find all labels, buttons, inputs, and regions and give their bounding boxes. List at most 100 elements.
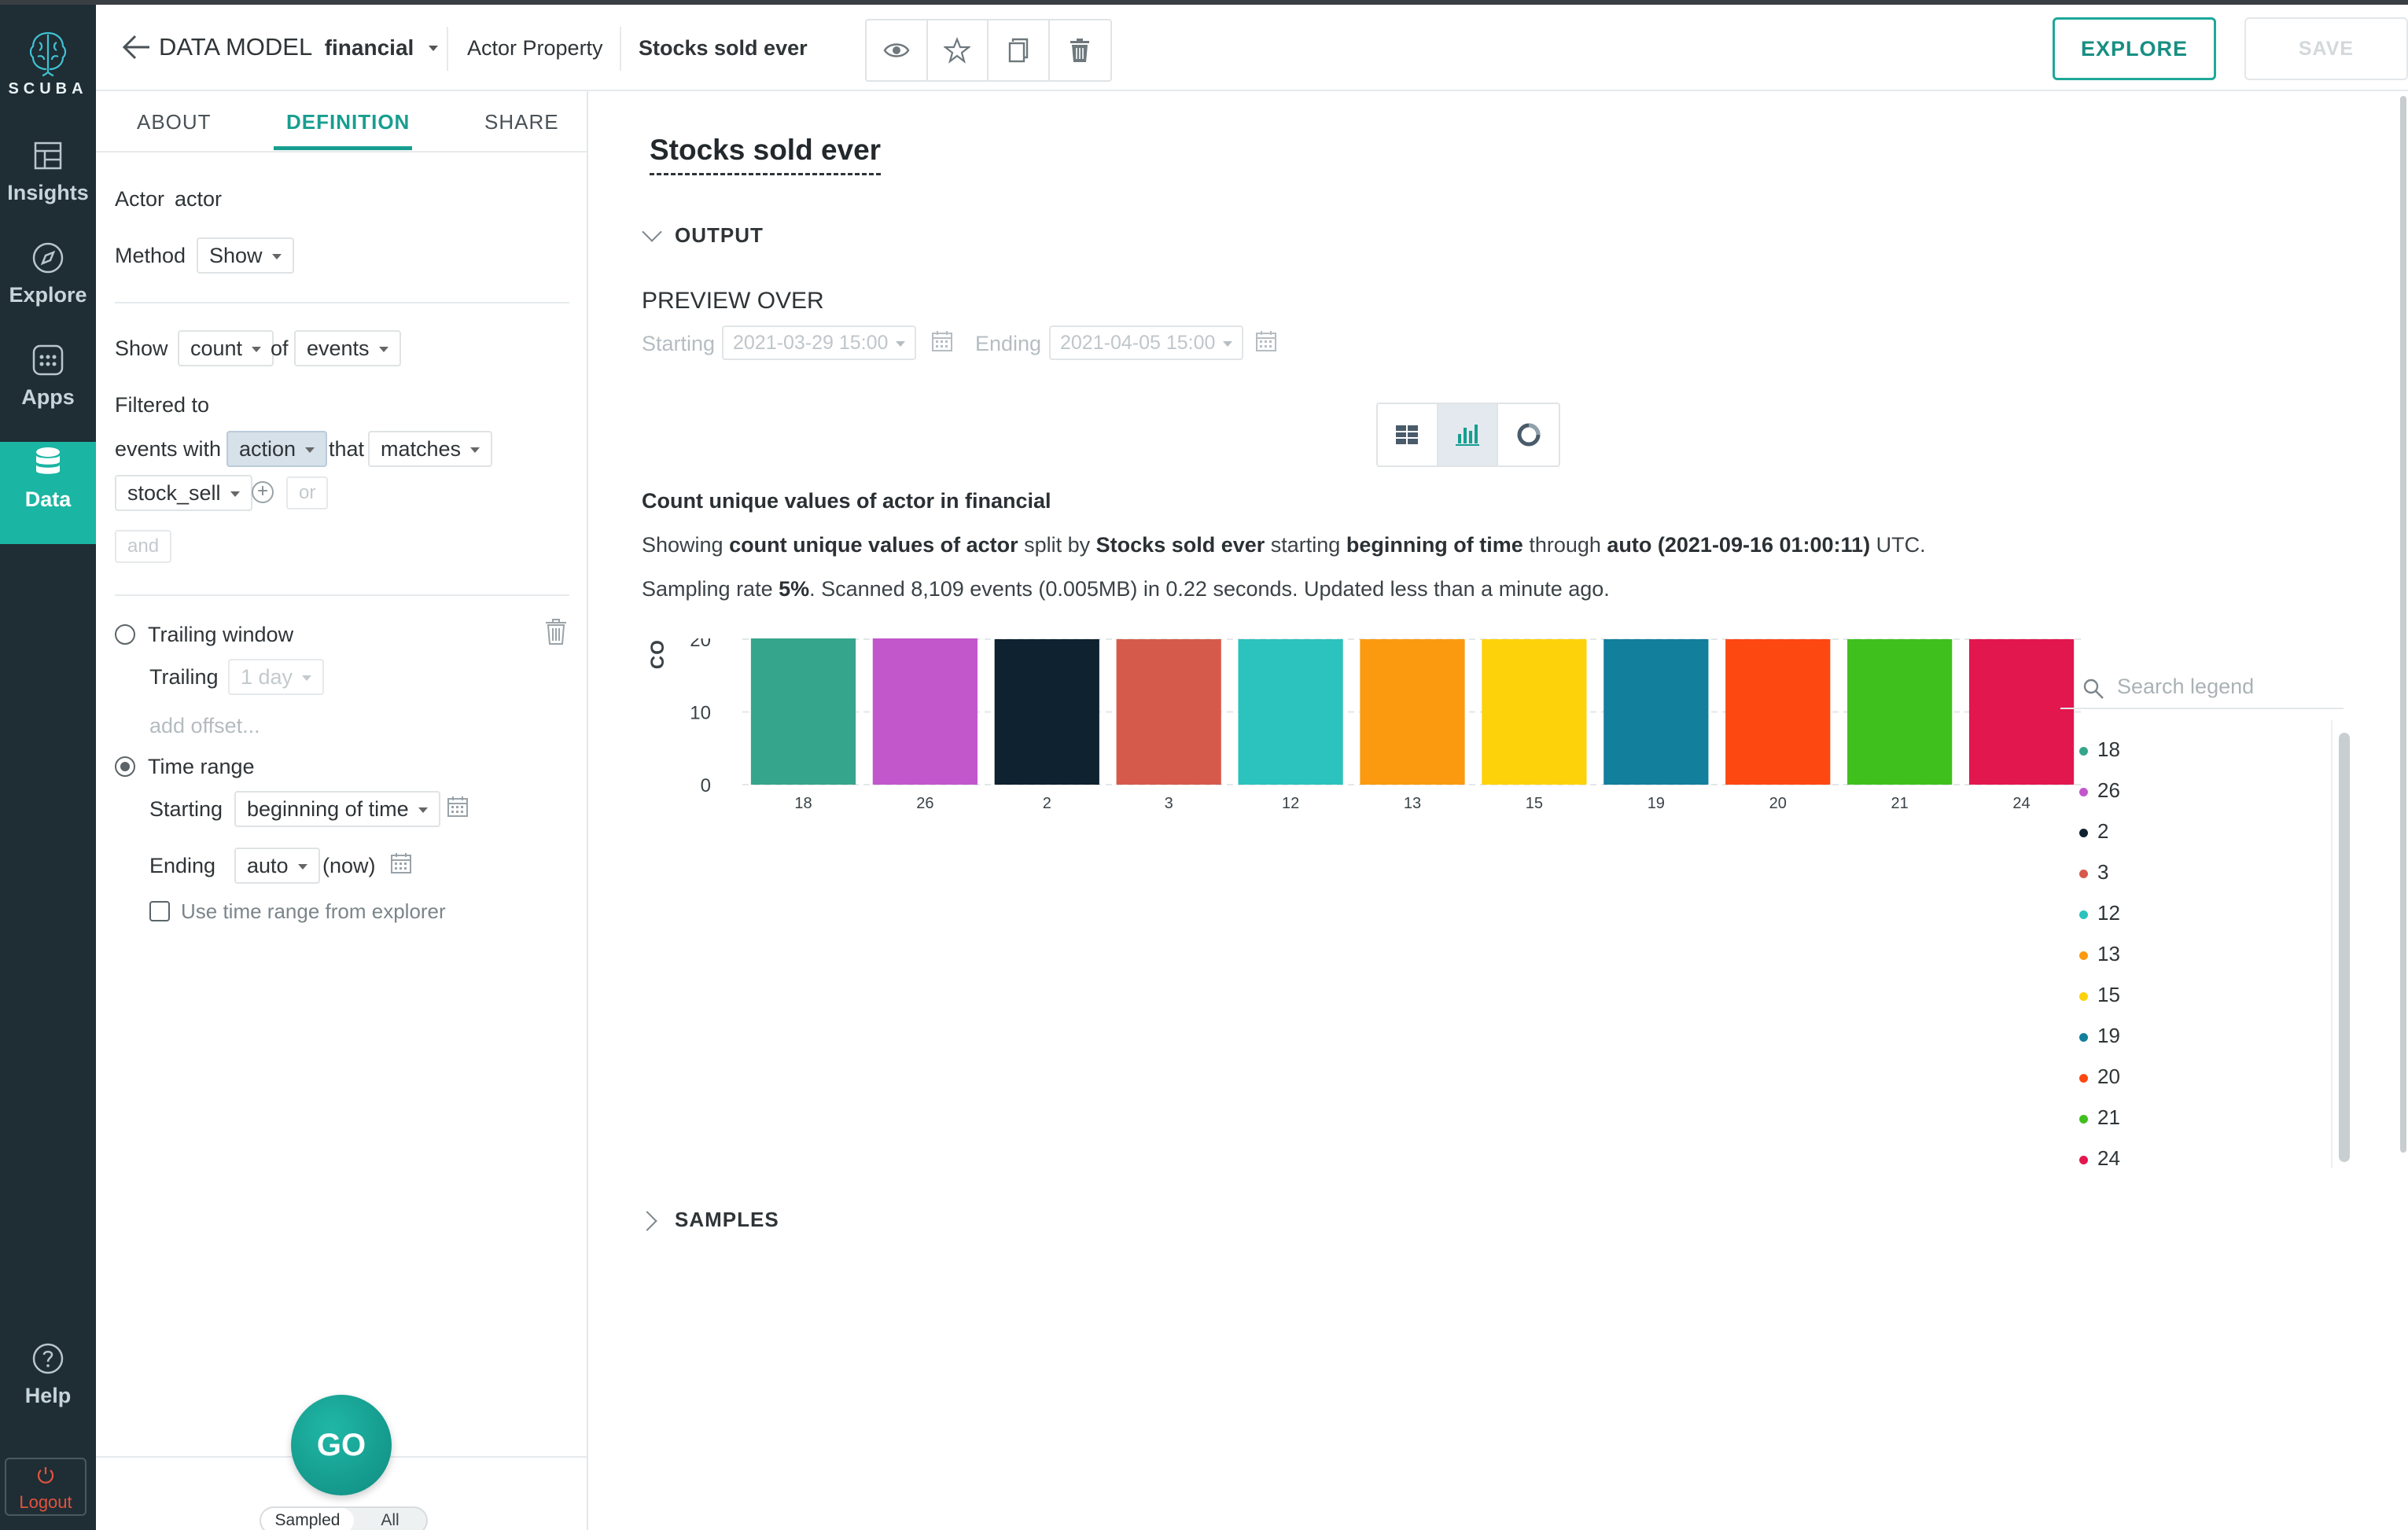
legend-scrollbar[interactable] bbox=[2339, 733, 2350, 1162]
show-label: Show bbox=[115, 337, 168, 360]
legend-item[interactable]: 13 bbox=[2079, 942, 2120, 966]
or-button[interactable]: or bbox=[286, 476, 329, 509]
sampled-toggle[interactable]: Sampled All bbox=[260, 1506, 428, 1530]
legend-item[interactable]: 15 bbox=[2079, 983, 2120, 1007]
method-label: Method bbox=[115, 244, 186, 267]
duplicate-button[interactable] bbox=[989, 20, 1050, 80]
aggregation-value: count bbox=[190, 337, 243, 360]
trailing-dropdown[interactable]: 1 day bbox=[228, 659, 325, 695]
nav-item-apps[interactable]: Apps bbox=[0, 340, 96, 442]
filter-operator-dropdown[interactable]: matches bbox=[368, 431, 493, 467]
go-button[interactable]: GO bbox=[291, 1395, 392, 1495]
filter-value-dropdown[interactable]: stock_sell bbox=[115, 475, 252, 511]
legend-label: 19 bbox=[2097, 1024, 2120, 1047]
scuba-logo[interactable]: SCUBA bbox=[0, 28, 96, 115]
chevron-down-icon bbox=[252, 347, 262, 353]
breadcrumb-actor-property[interactable]: Actor Property bbox=[467, 36, 603, 60]
tab-about[interactable]: ABOUT bbox=[137, 110, 212, 134]
legend-item[interactable]: 21 bbox=[2079, 1105, 2120, 1130]
nav-item-explore[interactable]: Explore bbox=[0, 237, 96, 340]
eye-icon bbox=[883, 43, 910, 57]
chevron-down-icon bbox=[428, 46, 438, 52]
favorite-button[interactable] bbox=[928, 20, 989, 80]
bar-21[interactable] bbox=[1847, 639, 1953, 785]
main-scrollbar[interactable] bbox=[2400, 96, 2406, 1153]
page-title[interactable]: Stocks sold ever bbox=[650, 134, 882, 175]
bar-chart-svg: 01020304050607080COUNT UNIQUE VALUES OF … bbox=[647, 193, 2082, 812]
trailing-label: Trailing bbox=[149, 665, 219, 689]
add-offset-link[interactable]: add offset... bbox=[149, 714, 260, 737]
chevron-down-icon bbox=[271, 254, 282, 260]
legend-item[interactable]: 2 bbox=[2079, 819, 2108, 844]
nav-item-help[interactable]: Help bbox=[0, 1338, 96, 1440]
data-model-selector[interactable]: DATA MODEL financial bbox=[159, 33, 438, 61]
donut-view-button[interactable] bbox=[1498, 404, 1559, 465]
calendar-icon[interactable] bbox=[1255, 330, 1277, 352]
calendar-icon[interactable] bbox=[931, 330, 953, 352]
chevron-down-icon[interactable] bbox=[642, 222, 662, 242]
preview-button[interactable] bbox=[867, 20, 928, 80]
legend-item[interactable]: 20 bbox=[2079, 1065, 2120, 1089]
starting-dropdown[interactable]: beginning of time bbox=[234, 791, 440, 827]
output-section-header[interactable]: OUTPUT bbox=[675, 223, 764, 247]
nav-item-insights[interactable]: Insights bbox=[0, 135, 96, 237]
add-value-plus-icon[interactable]: + bbox=[252, 481, 274, 503]
chevron-down-icon bbox=[297, 864, 307, 870]
legend-swatch bbox=[2079, 746, 2088, 756]
chevron-down-icon bbox=[470, 447, 480, 454]
calendar-icon[interactable] bbox=[447, 796, 469, 818]
bar-chart-view-button[interactable] bbox=[1438, 404, 1499, 465]
donut-icon bbox=[1517, 423, 1541, 447]
legend-item[interactable]: 26 bbox=[2079, 778, 2120, 803]
legend-search[interactable]: Search legend bbox=[2060, 665, 2344, 709]
bar-18[interactable] bbox=[750, 203, 856, 785]
bar-3[interactable] bbox=[1116, 639, 1221, 785]
calendar-icon[interactable] bbox=[390, 852, 412, 874]
legend-swatch bbox=[2079, 869, 2088, 878]
bar-12[interactable] bbox=[1238, 639, 1343, 785]
explore-button[interactable]: EXPLORE bbox=[2053, 17, 2216, 80]
legend-list: 18 26 2 3 12 13 15 19 20 21 24 bbox=[2060, 720, 2333, 1171]
samples-section-header[interactable]: SAMPLES bbox=[675, 1208, 779, 1231]
sampled-option[interactable]: Sampled bbox=[261, 1508, 354, 1530]
table-view-button[interactable] bbox=[1378, 404, 1438, 465]
legend-label: 13 bbox=[2097, 942, 2120, 965]
bar-15[interactable] bbox=[1482, 639, 1587, 785]
preview-starting-dropdown[interactable]: 2021-03-29 15:00 bbox=[722, 325, 917, 360]
legend-item[interactable]: 12 bbox=[2079, 901, 2120, 925]
legend-swatch bbox=[2079, 951, 2088, 960]
all-option[interactable]: All bbox=[381, 1511, 399, 1529]
legend-label: 20 bbox=[2097, 1065, 2120, 1088]
bar-13[interactable] bbox=[1360, 639, 1465, 785]
and-button[interactable]: and bbox=[115, 530, 172, 563]
table-dropdown[interactable]: events bbox=[294, 330, 401, 366]
trailing-window-radio[interactable] bbox=[115, 624, 135, 645]
method-dropdown[interactable]: Show bbox=[197, 237, 294, 274]
aggregation-dropdown[interactable]: count bbox=[178, 330, 274, 366]
x-tick-label: 26 bbox=[916, 795, 933, 812]
bar-26[interactable] bbox=[872, 494, 978, 785]
bar-24[interactable] bbox=[1968, 639, 2075, 785]
logout-button[interactable]: Logout bbox=[5, 1458, 87, 1516]
desc-text: UTC. bbox=[1870, 533, 1926, 557]
legend-item[interactable]: 19 bbox=[2079, 1024, 2120, 1048]
delete-button[interactable] bbox=[1050, 20, 1110, 80]
tab-share[interactable]: SHARE bbox=[484, 110, 559, 134]
bar-2[interactable] bbox=[994, 639, 1099, 785]
time-range-radio[interactable] bbox=[115, 756, 135, 777]
bar-19[interactable] bbox=[1603, 639, 1709, 785]
legend-item[interactable]: 18 bbox=[2079, 737, 2120, 762]
back-arrow-icon[interactable] bbox=[120, 33, 154, 61]
save-button[interactable]: SAVE bbox=[2244, 17, 2408, 80]
use-explorer-range-checkbox[interactable] bbox=[149, 901, 170, 921]
legend-item[interactable]: 24 bbox=[2079, 1146, 2120, 1171]
legend-item[interactable]: 3 bbox=[2079, 860, 2108, 885]
filter-field-dropdown[interactable]: action bbox=[226, 431, 328, 467]
trash-icon bbox=[1070, 39, 1090, 62]
preview-ending-dropdown[interactable]: 2021-04-05 15:00 bbox=[1049, 325, 1244, 360]
trash-icon[interactable] bbox=[544, 618, 568, 646]
ending-dropdown[interactable]: auto bbox=[234, 848, 320, 884]
nav-item-data[interactable]: Data bbox=[0, 442, 96, 544]
bar-20[interactable] bbox=[1725, 639, 1831, 785]
tab-definition[interactable]: DEFINITION bbox=[286, 110, 411, 134]
